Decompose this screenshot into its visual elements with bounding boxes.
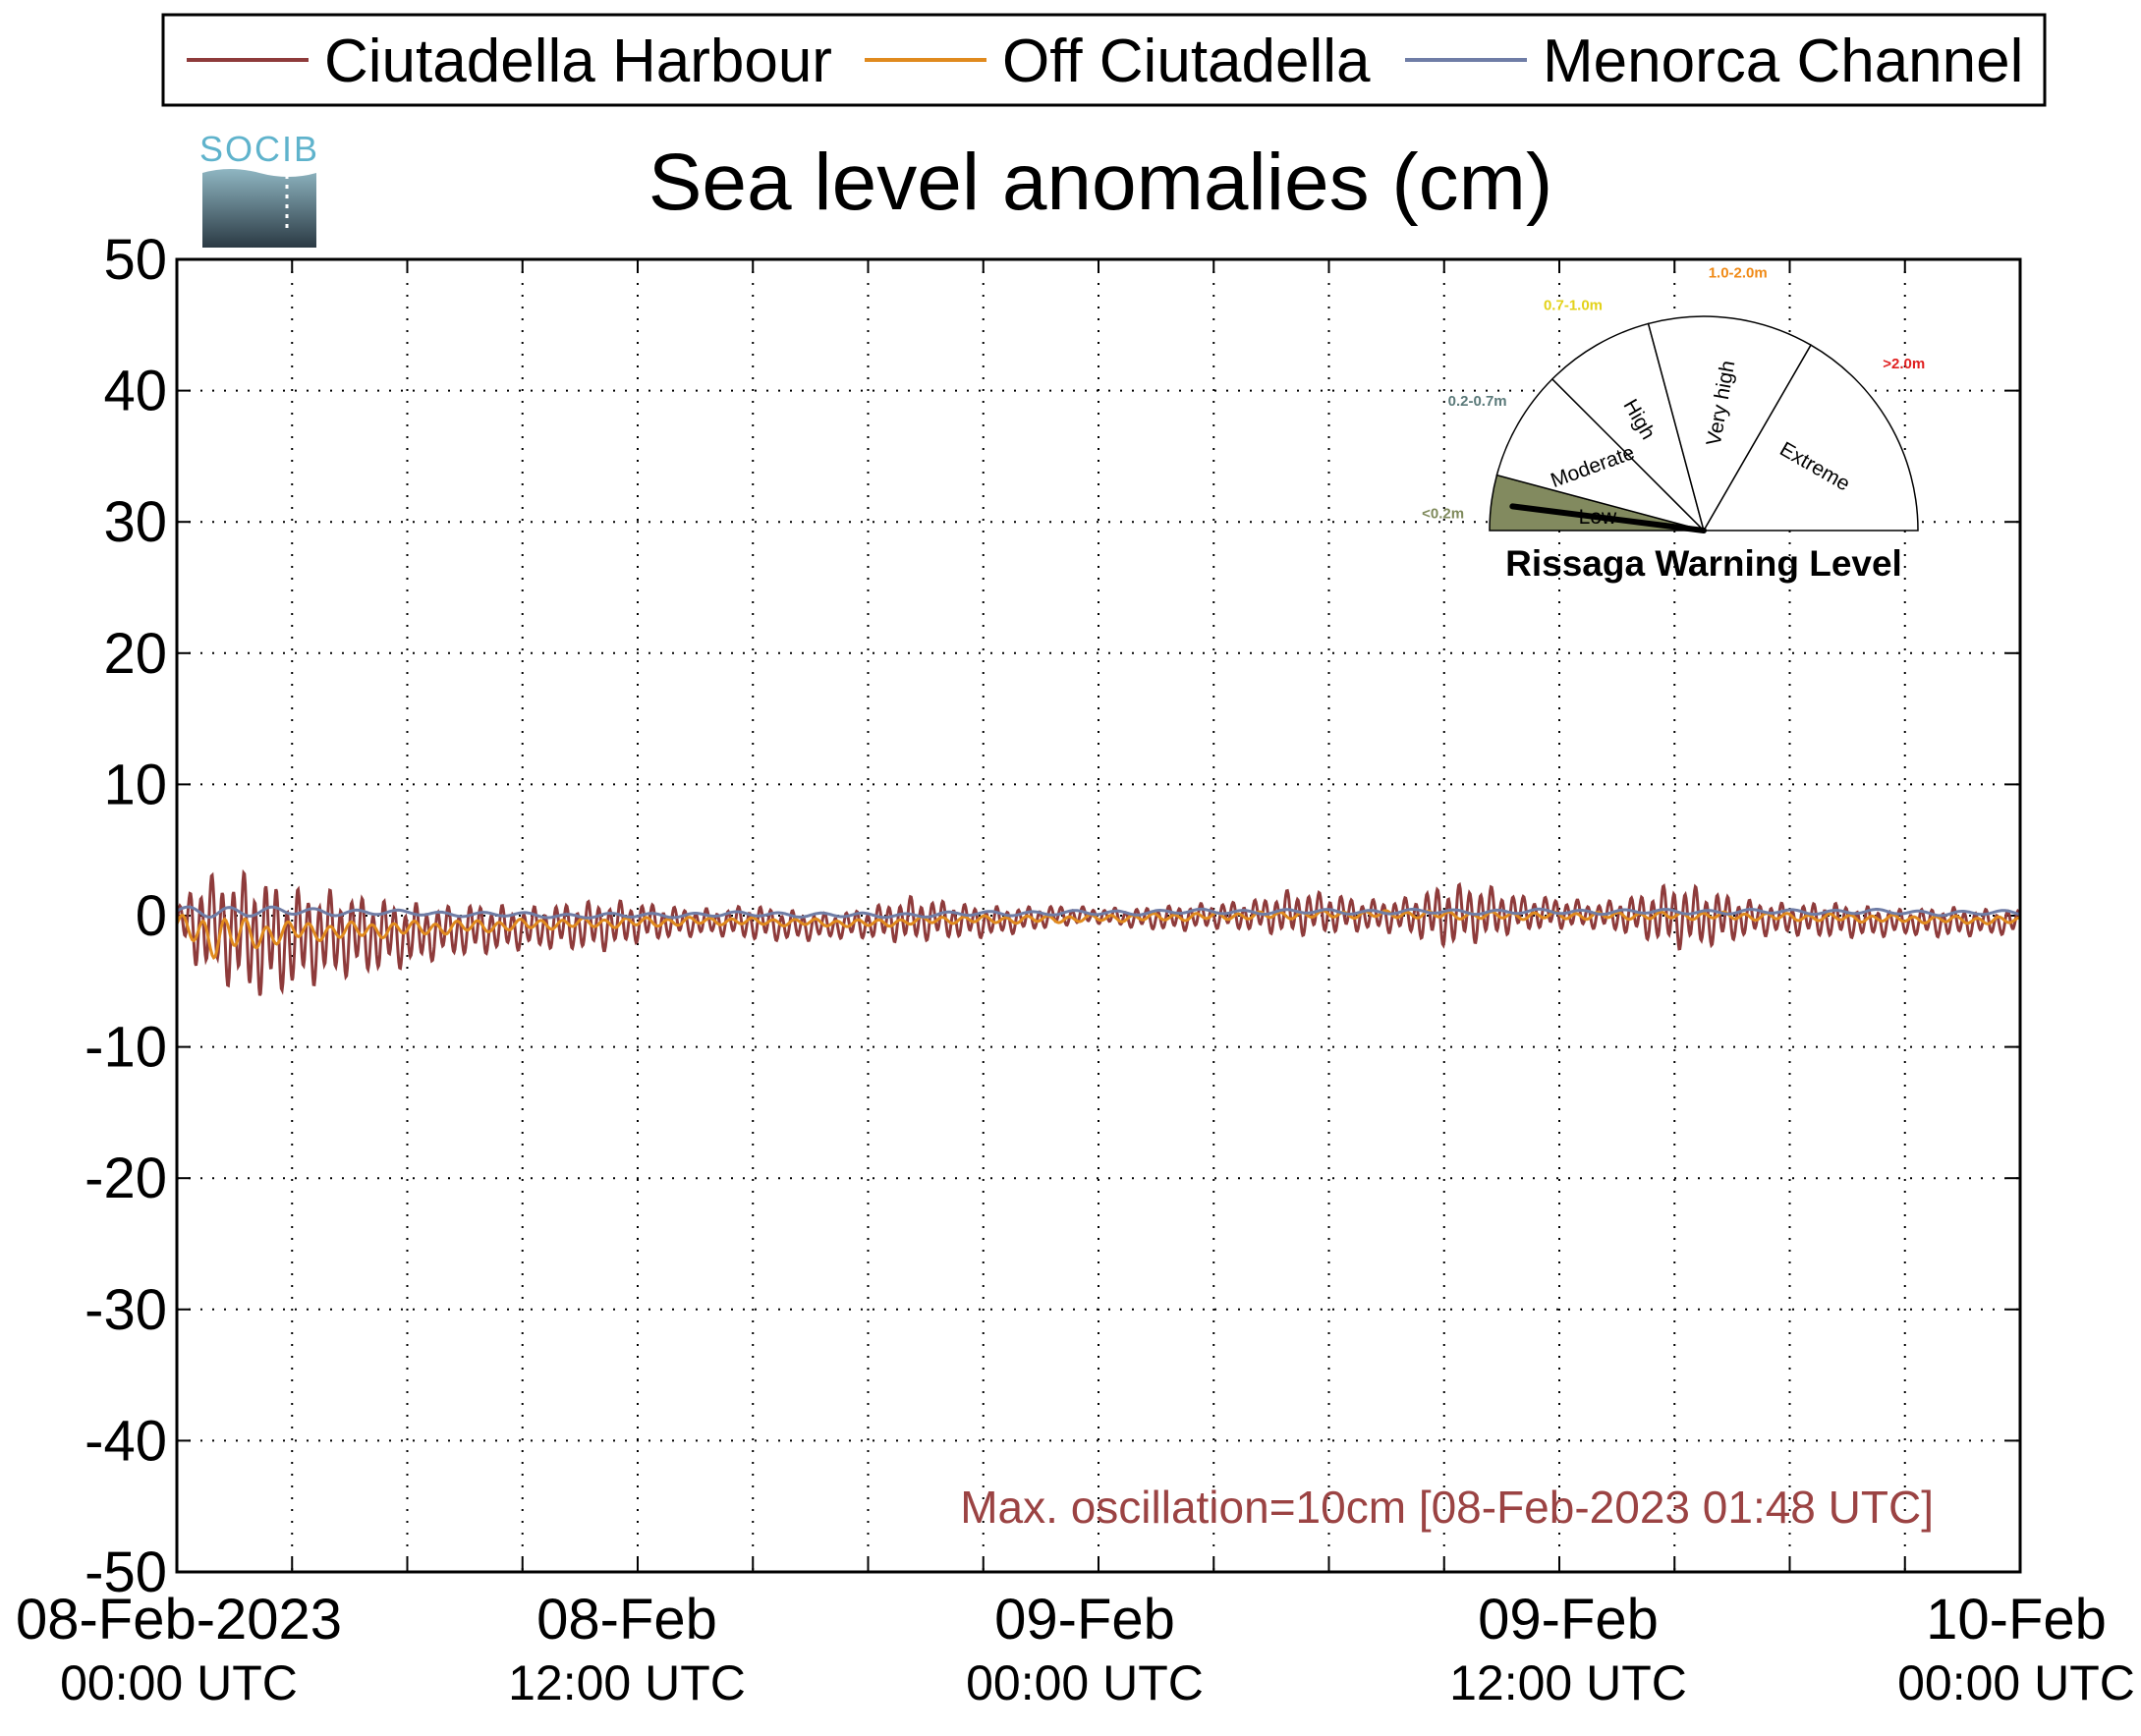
legend-label-off-ciutadella: Off Ciutadella <box>1002 28 1371 95</box>
plot-frame <box>175 257 2022 1574</box>
gauge-range-moderate: 0.2-0.7m <box>1448 393 1507 410</box>
x-tick-label-time: 12:00 UTC <box>508 1655 746 1710</box>
legend-box <box>161 13 2047 107</box>
gauge-sector-extreme <box>1702 344 1919 532</box>
y-tick-label: 50 <box>103 228 167 292</box>
series-line-menorca-channel <box>176 905 2021 920</box>
gauge-range-high: 0.7-1.0m <box>1544 298 1603 314</box>
legend-label-ciutadella-harbour: Ciutadella Harbour <box>324 28 832 95</box>
legend-label-menorca-channel: Menorca Channel <box>1543 28 2023 95</box>
x-tick-label-time: 00:00 UTC <box>1897 1655 2135 1710</box>
y-tick-label: 10 <box>103 753 167 816</box>
chart-title: Sea level anomalies (cm) <box>648 138 1553 227</box>
x-tick-label-time: 00:00 UTC <box>60 1655 298 1710</box>
y-tick-label: -10 <box>85 1016 167 1080</box>
x-tick-label-date: 10-Feb <box>1926 1588 2107 1652</box>
gauge-range-very-high: 1.0-2.0m <box>1709 264 1768 281</box>
series-line-ciutadella-harbour <box>175 868 2022 996</box>
x-tick-label-date: 09-Feb <box>1478 1588 1659 1652</box>
gauge-sector-very-high <box>1647 315 1813 532</box>
gauge-sector-moderate <box>1495 377 1707 532</box>
gauge-sectors <box>1489 315 1919 533</box>
y-tick-label: 30 <box>103 490 167 554</box>
y-tick-label: -30 <box>85 1278 167 1342</box>
gauge-range-low: <0.2m <box>1422 505 1464 522</box>
y-tick-label: 0 <box>136 884 167 948</box>
gauge-range-labels: <0.2m 0.2-0.7m 0.7-1.0m 1.0-2.0m >2.0m <box>1422 264 1925 522</box>
x-tick-label-time: 12:00 UTC <box>1449 1655 1687 1710</box>
gauge-title: Rissaga Warning Level <box>1505 543 1902 584</box>
socib-logo-wave <box>202 169 316 248</box>
legend: Ciutadella Harbour Off Ciutadella Menorc… <box>161 13 2047 107</box>
socib-logo: SOCIB <box>199 129 319 248</box>
x-tick-label-date: 08-Feb-2023 <box>16 1588 342 1652</box>
gauge-range-extreme: >2.0m <box>1883 356 1925 372</box>
y-tick-label: -50 <box>85 1540 167 1604</box>
y-tick-label: 40 <box>103 360 167 423</box>
x-tick-label-date: 09-Feb <box>994 1588 1175 1652</box>
x-tick-label-date: 08-Feb <box>536 1588 717 1652</box>
y-tick-label: -20 <box>85 1147 167 1210</box>
series-layer <box>175 868 2022 996</box>
x-tick-label-time: 00:00 UTC <box>966 1655 1204 1710</box>
socib-logo-text: SOCIB <box>199 129 319 169</box>
gauge-sector-high <box>1550 322 1706 533</box>
y-tick-label: 20 <box>103 622 167 686</box>
series-line-off-ciutadella <box>175 909 2021 960</box>
gauge-needle <box>1509 503 1707 533</box>
max-oscillation-annotation: Max. oscillation=10cm [08-Feb-2023 01:48… <box>960 1482 1934 1533</box>
y-axis-tick-labels: 50 40 30 20 10 0 -10 -20 -30 -40 -50 <box>85 228 167 1604</box>
y-tick-label: -40 <box>85 1409 167 1473</box>
